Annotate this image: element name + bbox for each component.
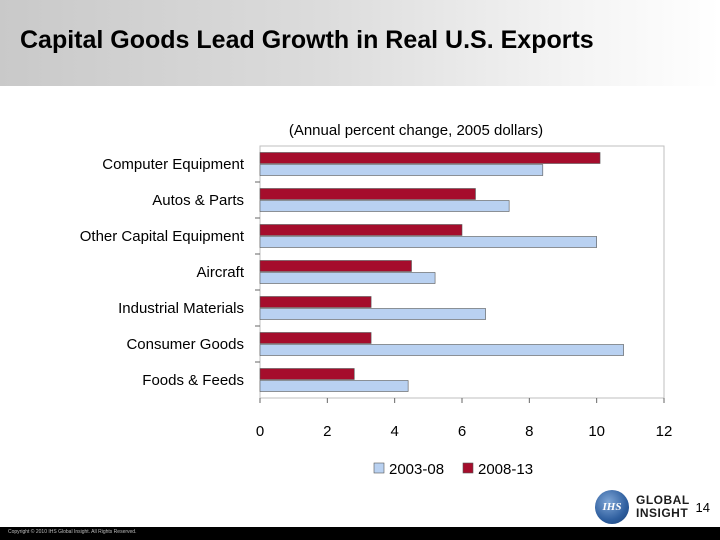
bar-2008-13-0 xyxy=(259,152,601,164)
bar-2008-13-3 xyxy=(259,260,412,272)
ihs-seal-icon: IHS xyxy=(595,490,629,524)
bar-2003-08-3 xyxy=(259,272,436,284)
category-label: Other Capital Equipment xyxy=(80,228,245,245)
slide-title: Capital Goods Lead Growth in Real U.S. E… xyxy=(20,26,594,54)
legend-swatch-2008-13 xyxy=(462,462,474,474)
logo-line-2: INSIGHT xyxy=(636,506,689,520)
copyright-text: Copyright © 2010 IHS Global Insight. All… xyxy=(8,529,137,535)
bar-2008-13-2 xyxy=(259,224,463,236)
legend-swatch-2003-08 xyxy=(373,462,385,474)
chart-subtitle: (Annual percent change, 2005 dollars) xyxy=(289,122,543,139)
bar-2003-08-0 xyxy=(259,164,544,176)
title-band xyxy=(0,0,720,86)
ihs-global-insight-logo: IHS GLOBAL INSIGHT xyxy=(592,490,712,526)
legend-label-2008-13: 2008-13 xyxy=(478,461,533,478)
x-tick-label: 0 xyxy=(256,423,264,440)
logo-line-1: GLOBAL xyxy=(636,493,690,507)
bars-layer xyxy=(259,152,624,392)
plot-area xyxy=(259,145,665,399)
category-label: Foods & Feeds xyxy=(142,372,244,389)
category-label: Industrial Materials xyxy=(118,300,244,317)
category-label: Computer Equipment xyxy=(102,156,245,173)
x-tick-label: 6 xyxy=(458,423,466,440)
logo-wordmark: GLOBAL INSIGHT xyxy=(636,494,690,520)
x-tick-label: 4 xyxy=(390,423,398,440)
x-tick-label: 2 xyxy=(323,423,331,440)
category-label: Autos & Parts xyxy=(152,192,244,209)
legend: 2003-08 2008-13 xyxy=(373,461,533,478)
page-number: 14 xyxy=(695,500,710,515)
footer-bar: Copyright © 2010 IHS Global Insight. All… xyxy=(0,527,720,540)
bar-2008-13-5 xyxy=(259,332,372,344)
category-label: Consumer Goods xyxy=(126,336,244,353)
category-label: Aircraft xyxy=(196,264,244,281)
x-tick-label: 8 xyxy=(525,423,533,440)
bar-2008-13-6 xyxy=(259,368,355,380)
legend-label-2003-08: 2003-08 xyxy=(389,461,444,478)
x-tick-label: 12 xyxy=(656,423,673,440)
bar-2003-08-4 xyxy=(259,308,486,320)
bar-2008-13-4 xyxy=(259,296,372,308)
axis-layer: Computer Equipment Autos & Parts Other Cap… xyxy=(80,156,673,440)
bar-2003-08-5 xyxy=(259,344,624,356)
bar-2008-13-1 xyxy=(259,188,476,200)
bar-2003-08-6 xyxy=(259,380,409,392)
x-tick-label: 10 xyxy=(588,423,605,440)
bar-2003-08-1 xyxy=(259,200,510,212)
bar-2003-08-2 xyxy=(259,236,597,248)
